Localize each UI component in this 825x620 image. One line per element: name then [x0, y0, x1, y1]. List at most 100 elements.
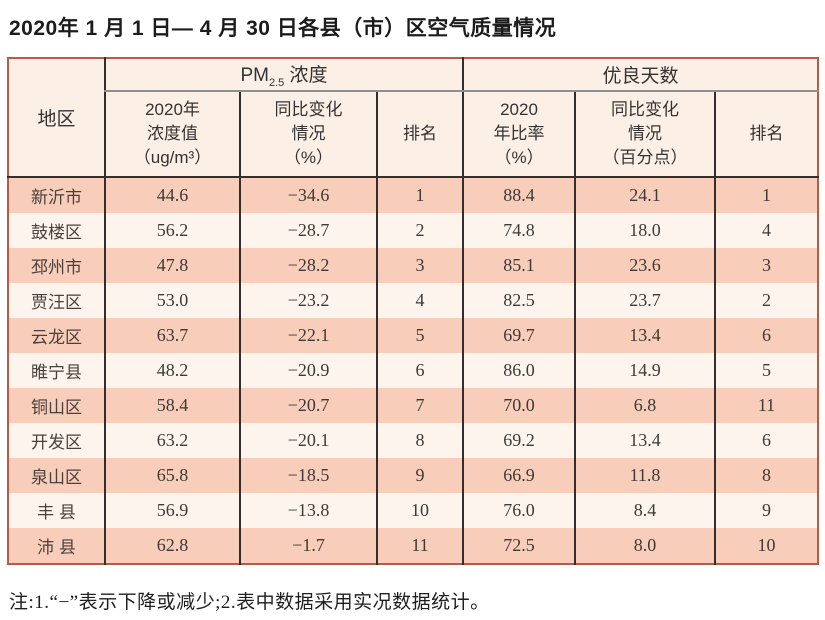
gd-rank-cell: 5	[714, 353, 819, 388]
pm-rank-cell: 5	[375, 318, 464, 353]
gd-ratio-cell: 88.4	[462, 177, 576, 213]
gd-ratio-cell: 86.0	[462, 353, 576, 388]
region-cell: 邳州市	[31, 258, 82, 277]
table-row: 鼓楼区 56.2 −28.7 2 74.8 18.0 4	[8, 213, 819, 248]
table-row: 睢宁县 48.2 −20.9 6 86.0 14.9 5	[8, 353, 819, 388]
pm-change-cell: −28.2	[239, 248, 377, 283]
pm-value-cell: 63.7	[104, 318, 240, 353]
group-header-row: 地区 PM2.5 浓度 优良天数	[8, 58, 819, 178]
region-cell: 云龙区	[31, 328, 82, 347]
pm-change-cell: −23.2	[239, 283, 377, 318]
gd-ratio-cell: 66.9	[462, 458, 576, 493]
gd-ratio-cell: 70.0	[462, 388, 576, 423]
pm-change-cell: −20.9	[239, 353, 377, 388]
gd-rank-cell: 8	[714, 458, 819, 493]
pm-value-cell: 56.2	[104, 213, 240, 248]
pm-change-cell: −20.1	[239, 423, 377, 458]
pm-rank-cell: 3	[375, 248, 464, 283]
pm-value-cell: 65.8	[104, 458, 240, 493]
region-cell: 铜山区	[31, 398, 82, 417]
pm-rank-cell: 11	[375, 528, 464, 564]
pm-rank-cell: 9	[375, 458, 464, 493]
region-cell: 丰 县	[37, 503, 76, 522]
pm-value-cell: 44.6	[104, 177, 240, 213]
air-quality-table: 地区 PM2.5 浓度 优良天数 2020年 浓度值 （ug/m³） 同比变化 …	[7, 57, 820, 565]
gd-change-cell: 8.0	[574, 528, 716, 564]
table-row: 沛 县 62.8 −1.7 11 72.5 8.0 10	[8, 528, 819, 564]
pm-rank-cell: 7	[375, 388, 464, 423]
gd-change-cell: 24.1	[574, 177, 716, 213]
pm-change-cell: −22.1	[239, 318, 377, 353]
header-pm25-group: PM2.5 浓度	[103, 58, 464, 92]
gd-rank-cell: 6	[714, 318, 819, 353]
table-row: 开发区 63.2 −20.1 8 69.2 13.4 6	[8, 423, 819, 458]
region-cell: 新沂市	[31, 188, 82, 207]
gd-rank-cell: 6	[714, 423, 819, 458]
gd-ratio-cell: 76.0	[462, 493, 576, 528]
gd-change-cell: 18.0	[574, 213, 716, 248]
gd-change-cell: 23.6	[574, 248, 716, 283]
table-row: 新沂市 44.6 −34.6 1 88.4 24.1 1	[8, 177, 819, 213]
pm-change-cell: −18.5	[239, 458, 377, 493]
gd-rank-cell: 1	[714, 177, 819, 213]
table-row: 丰 县 56.9 −13.8 10 76.0 8.4 9	[8, 493, 819, 528]
pm-value-cell: 62.8	[104, 528, 240, 564]
gd-change-cell: 14.9	[574, 353, 716, 388]
pm-value-cell: 63.2	[104, 423, 240, 458]
header-gd-rank: 排名	[714, 91, 819, 178]
header-good-days-group: 优良天数	[462, 58, 819, 92]
region-cell: 鼓楼区	[31, 223, 82, 242]
region-cell: 睢宁县	[31, 363, 82, 382]
table-row: 铜山区 58.4 −20.7 7 70.0 6.8 11	[8, 388, 819, 423]
pm-change-cell: −13.8	[239, 493, 377, 528]
page-title: 2020年 1 月 1 日— 4 月 30 日各县（市）区空气质量情况	[9, 17, 557, 40]
table-row: 云龙区 63.7 −22.1 5 69.7 13.4 6	[8, 318, 819, 353]
gd-change-cell: 13.4	[574, 423, 716, 458]
region-cell: 沛 县	[37, 538, 76, 557]
pm-value-cell: 58.4	[104, 388, 240, 423]
pm-change-cell: −1.7	[239, 528, 377, 564]
gd-change-cell: 23.7	[574, 283, 716, 318]
gd-ratio-cell: 69.2	[462, 423, 576, 458]
gd-rank-cell: 11	[714, 388, 819, 423]
gd-ratio-cell: 82.5	[462, 283, 576, 318]
table-row: 邳州市 47.8 −28.2 3 85.1 23.6 3	[8, 248, 819, 283]
pm-rank-cell: 10	[375, 493, 464, 528]
pm25-label-subscript: 2.5	[268, 76, 285, 89]
gd-change-cell: 11.8	[574, 458, 716, 493]
pm-rank-cell: 2	[375, 213, 464, 248]
header-pm-change: 同比变化 情况 （%）	[239, 91, 377, 178]
table-body: 新沂市 44.6 −34.6 1 88.4 24.1 1 鼓楼区 56.2 −2…	[8, 177, 819, 564]
gd-change-cell: 13.4	[574, 318, 716, 353]
pm-rank-cell: 1	[375, 177, 464, 213]
table-row: 贾汪区 53.0 −23.2 4 82.5 23.7 2	[8, 283, 819, 318]
table-row: 泉山区 65.8 −18.5 9 66.9 11.8 8	[8, 458, 819, 493]
pm-rank-cell: 4	[375, 283, 464, 318]
region-cell: 开发区	[31, 433, 82, 452]
gd-rank-cell: 3	[714, 248, 819, 283]
region-cell: 泉山区	[31, 468, 82, 487]
pm-value-cell: 48.2	[104, 353, 240, 388]
gd-ratio-cell: 85.1	[462, 248, 576, 283]
pm25-label-suffix: 浓度	[284, 65, 328, 87]
header-gd-ratio: 2020 年比率 （%）	[462, 91, 576, 178]
header-pm-rank: 排名	[375, 91, 464, 178]
table-header: 地区 PM2.5 浓度 优良天数 2020年 浓度值 （ug/m³） 同比变化 …	[8, 58, 819, 178]
gd-rank-cell: 4	[714, 213, 819, 248]
header-gd-change: 同比变化 情况 （百分点）	[574, 91, 716, 178]
pm-change-cell: −20.7	[239, 388, 377, 423]
pm-change-cell: −34.6	[239, 177, 377, 213]
gd-ratio-cell: 74.8	[462, 213, 576, 248]
pm-rank-cell: 6	[375, 353, 464, 388]
gd-ratio-cell: 69.7	[462, 318, 576, 353]
footnote: 注:1.“−”表示下降或减少;2.表中数据采用实况数据统计。	[9, 592, 490, 613]
gd-rank-cell: 9	[714, 493, 819, 528]
gd-ratio-cell: 72.5	[462, 528, 576, 564]
region-cell: 贾汪区	[31, 293, 82, 312]
header-region: 地区	[8, 58, 105, 178]
gd-change-cell: 8.4	[574, 493, 716, 528]
pm-value-cell: 53.0	[104, 283, 240, 318]
gd-change-cell: 6.8	[574, 388, 716, 423]
gd-rank-cell: 2	[714, 283, 819, 318]
